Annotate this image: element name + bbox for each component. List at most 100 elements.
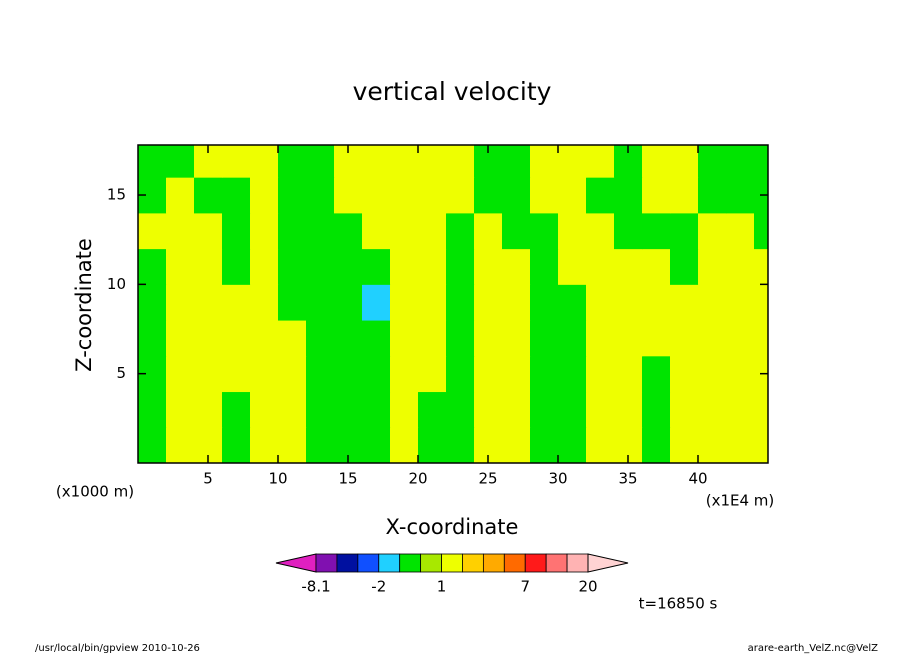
contour-cell	[278, 427, 307, 463]
contour-cell	[726, 248, 755, 285]
contour-cell	[446, 212, 475, 250]
contour-cell	[474, 355, 503, 393]
contour-cell	[530, 212, 559, 250]
contour-cell	[558, 355, 587, 393]
contour-cell	[138, 248, 167, 285]
contour-cell	[754, 212, 768, 250]
contour-cell	[586, 427, 615, 463]
contour-cell	[530, 284, 559, 321]
contour-cell	[362, 145, 391, 178]
colorbar-segment	[441, 553, 463, 573]
chart-title: vertical velocity	[353, 77, 552, 106]
contour-cell	[138, 320, 167, 357]
colorbar-tick-label: -2	[371, 578, 386, 596]
contour-cell	[614, 177, 643, 214]
contour-cell	[586, 355, 615, 393]
contour-cell	[446, 391, 475, 428]
contour-cell	[502, 177, 531, 214]
contour-cell	[586, 212, 615, 250]
contour-cell	[166, 391, 195, 428]
contour-cell	[250, 284, 279, 321]
contour-cell	[530, 427, 559, 463]
contour-cell	[446, 177, 475, 214]
contour-cell	[530, 320, 559, 357]
contour-cell	[166, 212, 195, 250]
contour-cell	[502, 212, 531, 250]
contour-cell	[726, 355, 755, 393]
contour-cell	[194, 391, 223, 428]
contour-cell	[558, 145, 587, 178]
contour-cell	[698, 248, 727, 285]
contour-cell	[362, 177, 391, 214]
contour-cell	[642, 177, 671, 214]
contour-cell	[194, 212, 223, 250]
contour-cell	[726, 145, 755, 178]
contour-cell	[726, 427, 755, 463]
contour-cell	[166, 145, 195, 178]
contour-cell	[222, 320, 251, 357]
contour-cell	[670, 320, 699, 357]
x-unit: (x1E4 m)	[706, 492, 775, 510]
contour-cell	[642, 427, 671, 463]
contour-field	[138, 145, 768, 463]
contour-cell	[194, 177, 223, 214]
contour-cell	[586, 284, 615, 321]
contour-cell	[558, 284, 587, 321]
contour-cell	[194, 320, 223, 357]
contour-cell	[278, 212, 307, 250]
contour-cell	[222, 391, 251, 428]
colorbar-over	[587, 553, 629, 573]
y-tick-label: 5	[116, 364, 126, 382]
contour-cell	[278, 391, 307, 428]
contour-cell	[306, 391, 335, 428]
contour-cell	[446, 355, 475, 393]
contour-cell	[166, 284, 195, 321]
contour-cell	[306, 212, 335, 250]
contour-cell	[530, 145, 559, 178]
contour-cell	[642, 320, 671, 357]
contour-cell	[586, 248, 615, 285]
contour-cell	[586, 320, 615, 357]
contour-cell	[222, 248, 251, 285]
contour-cell	[418, 391, 447, 428]
contour-cell	[418, 145, 447, 178]
contour-cell	[614, 212, 643, 250]
contour-cell	[754, 284, 768, 321]
contour-cell	[474, 212, 503, 250]
colorbar-tick-label: 7	[520, 578, 530, 596]
contour-cell	[614, 391, 643, 428]
contour-cell	[418, 177, 447, 214]
contour-cell	[586, 177, 615, 214]
contour-cell	[250, 248, 279, 285]
contour-cell	[166, 320, 195, 357]
colorbar-segment	[482, 553, 505, 573]
contour-cell	[334, 320, 363, 357]
contour-cell	[698, 212, 727, 250]
contour-cell	[278, 177, 307, 214]
contour-cell	[334, 177, 363, 214]
contour-cell	[642, 145, 671, 178]
contour-cell	[278, 248, 307, 285]
contour-cell	[250, 145, 279, 178]
x-tick-label: 15	[338, 470, 357, 488]
contour-cell	[334, 284, 363, 321]
contour-cell	[418, 284, 447, 321]
contour-cell	[306, 248, 335, 285]
contour-cell	[530, 248, 559, 285]
contour-cell	[670, 145, 699, 178]
contour-cell	[362, 320, 391, 357]
contour-cell	[362, 248, 391, 285]
contour-cell	[166, 355, 195, 393]
contour-cell	[726, 320, 755, 357]
contour-cell	[642, 284, 671, 321]
colorbar-segment	[357, 553, 380, 573]
contour-cell	[698, 427, 727, 463]
contour-cell	[726, 391, 755, 428]
contour-cell	[558, 177, 587, 214]
y-tick-label: 15	[107, 186, 126, 204]
contour-cell	[754, 145, 768, 178]
contour-cell	[502, 248, 531, 285]
contour-cell	[278, 145, 307, 178]
contour-cell	[670, 427, 699, 463]
x-tick-label: 10	[268, 470, 287, 488]
